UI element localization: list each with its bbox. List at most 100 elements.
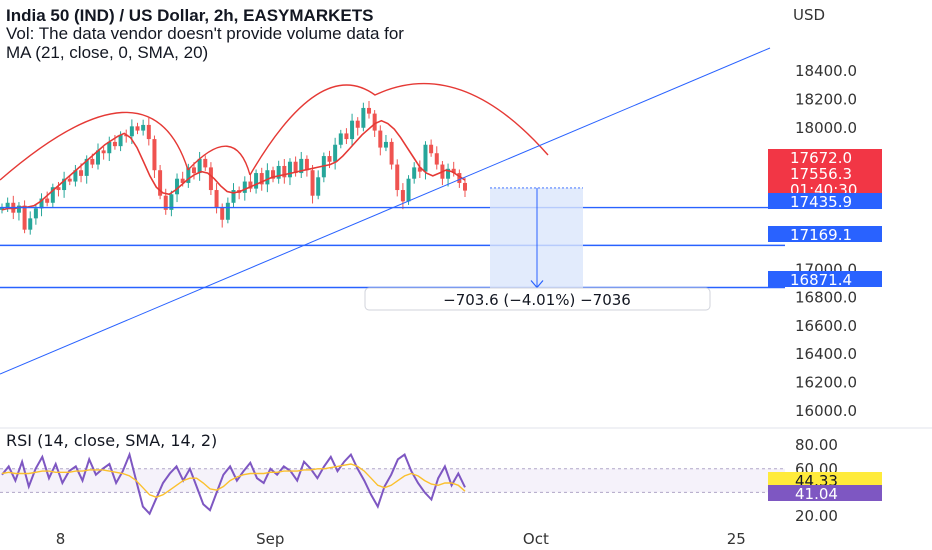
candle-body <box>90 158 95 165</box>
rsi-badge-value: 41.04 <box>795 485 838 503</box>
price-badge <box>768 226 882 242</box>
candle-body <box>271 170 276 179</box>
candle-body <box>451 168 456 174</box>
candle-body <box>333 144 338 162</box>
volume-note: Vol: The data vendor doesn't provide vol… <box>6 24 404 43</box>
rsi-tick-label: 20.00 <box>795 507 838 525</box>
candle-body <box>84 158 89 176</box>
candle-body <box>367 107 372 114</box>
rsi-ma-line <box>1 463 466 498</box>
time-axis-label: Sep <box>256 530 284 548</box>
candle-body <box>225 202 230 220</box>
candle-body <box>231 190 236 203</box>
measurement-label-box <box>364 287 711 311</box>
candle-body <box>310 170 315 196</box>
candle-body <box>112 141 117 147</box>
candle-body <box>417 167 422 172</box>
price-tick-label: 16200.0 <box>795 374 857 392</box>
candle-body <box>389 141 394 165</box>
candle-body <box>50 187 55 203</box>
candle-body <box>175 178 180 195</box>
candle-body <box>400 190 405 202</box>
candle-body <box>158 170 163 196</box>
candle-body <box>169 194 174 210</box>
rsi-legend: RSI (14, close, SMA, 14, 2) <box>6 431 217 450</box>
candle-body <box>276 165 281 179</box>
time-axis-label: 8 <box>56 530 66 548</box>
candle-body <box>0 207 4 210</box>
candle-body <box>208 167 213 191</box>
moving-average-line <box>1 119 466 211</box>
price-tick-label: 16800.0 <box>795 289 857 307</box>
candle-body <box>62 178 67 191</box>
price-badge <box>768 193 882 209</box>
candle-body <box>242 181 247 193</box>
candle-body <box>259 173 264 185</box>
candle-body <box>316 177 321 196</box>
candle-body <box>28 218 33 230</box>
price-badge-value: 17672.0 <box>790 149 852 167</box>
candle-body <box>67 178 72 182</box>
candle-body <box>429 144 434 154</box>
rsi-line <box>1 451 466 516</box>
right-arc <box>249 82 549 176</box>
candle-body <box>287 161 292 178</box>
candle-body <box>338 133 343 145</box>
candle-body <box>186 167 191 183</box>
price-badge-value: 16871.4 <box>790 271 852 289</box>
price-badge-value: 17556.3 <box>790 165 852 183</box>
trend-line <box>0 47 771 375</box>
candle-body <box>45 198 50 203</box>
price-badge <box>768 149 882 165</box>
candle-body <box>293 161 298 174</box>
measurement-label: −703.6 (−4.01%) −7036 <box>443 291 631 309</box>
price-tick-label: 16600.0 <box>795 317 857 335</box>
time-axis-label: Oct <box>523 530 549 548</box>
candle-body <box>16 205 21 213</box>
candle-body <box>73 170 78 182</box>
candle-body <box>191 167 196 174</box>
candle-body <box>299 158 304 174</box>
candle-body <box>129 126 134 137</box>
candle-body <box>95 150 100 165</box>
time-axis-label: 25 <box>727 530 746 548</box>
candle-body <box>406 178 411 202</box>
candle-body <box>254 173 259 189</box>
candle-body <box>350 120 355 140</box>
candle-body <box>220 207 225 220</box>
price-tick-label: 18200.0 <box>795 90 857 108</box>
price-badge <box>768 271 882 287</box>
candle-body <box>282 165 287 178</box>
price-tick-label: 16400.0 <box>795 345 857 363</box>
candle-body <box>56 187 61 191</box>
candle-body <box>457 173 462 183</box>
candle-body <box>203 158 208 168</box>
candle-body <box>304 158 309 171</box>
candle-body <box>163 195 168 210</box>
candle-body <box>22 205 27 230</box>
price-badge <box>768 164 882 198</box>
candle-body <box>434 153 439 165</box>
candle-body <box>344 133 349 140</box>
candle-body <box>33 208 38 219</box>
price-tick-label: 16000.0 <box>795 402 857 420</box>
price-badge-value: 17169.1 <box>790 226 852 244</box>
candle-body <box>180 178 185 183</box>
candle-body <box>79 170 84 176</box>
ma-legend: MA (21, close, 0, SMA, 20) <box>6 43 209 62</box>
candle-body <box>378 130 383 148</box>
candle-body <box>446 168 451 179</box>
price-tick-label: 18400.0 <box>795 62 857 80</box>
candle-body <box>248 181 253 189</box>
price-badge-value: 17435.9 <box>790 193 852 211</box>
currency-label: USD <box>793 6 825 24</box>
rsi-badge <box>768 472 882 488</box>
candle-body <box>5 202 10 208</box>
candle-body <box>355 120 360 128</box>
candle-body <box>463 182 467 191</box>
rsi-badge <box>768 485 882 501</box>
candle-body <box>214 190 219 208</box>
candle-body <box>372 113 377 131</box>
candle-body <box>141 124 146 131</box>
